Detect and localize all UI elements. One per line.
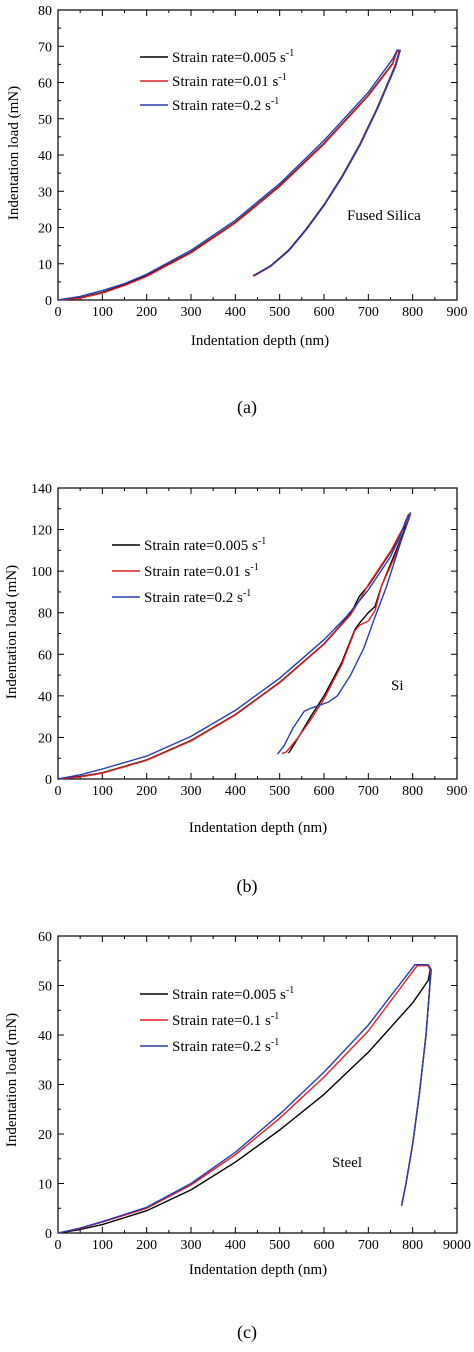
x-tick-label: 800 — [402, 305, 423, 320]
x-tick-label: 400 — [225, 1238, 246, 1253]
x-tick-label: 300 — [181, 305, 202, 320]
x-tick-label: 0 — [55, 784, 62, 799]
chart-annotation: Steel — [332, 1155, 362, 1171]
plot-frame — [57, 935, 458, 1234]
x-tick-label: 600 — [314, 305, 335, 320]
x-tick-label: 0 — [55, 1238, 62, 1253]
series-line-3 — [57, 512, 412, 780]
legend-entry: Strain rate=0.005 s-1 — [172, 48, 294, 66]
x-tick-label: 300 — [181, 1238, 202, 1253]
legend-entry: Strain rate=0.2 s-1 — [144, 588, 251, 606]
y-axis-label: Indentation load (mN) — [4, 565, 20, 699]
panel-label: (b) — [237, 876, 258, 897]
x-axis-label: Indentation depth (nm) — [191, 333, 329, 349]
y-tick-label: 20 — [38, 1128, 52, 1143]
chart-panel-a: Indentation load (mN) Indentation depth … — [6, 4, 468, 418]
chart-panel-c: Indentation load (mN) Indentation depth … — [4, 930, 471, 1343]
x-tick-label: 200 — [136, 1238, 157, 1253]
y-tick-label: 10 — [38, 258, 52, 273]
chart-panel-b: Indentation load (mN) Indentation depth … — [4, 482, 468, 897]
x-tick-label: 900 — [447, 305, 468, 320]
y-tick-label: 140 — [31, 482, 52, 497]
y-tick-label: 30 — [38, 1079, 52, 1094]
y-tick-label: 0 — [45, 1227, 52, 1242]
x-tick-label: 600 — [314, 784, 335, 799]
y-tick-label: 0 — [45, 773, 52, 788]
legend-entry: Strain rate=0.1 s-1 — [172, 1011, 279, 1029]
x-tick-label: 500 — [269, 784, 290, 799]
y-tick-label: 60 — [38, 77, 52, 92]
y-tick-label: 120 — [31, 524, 52, 539]
series-line-3 — [57, 964, 432, 1234]
panel-label: (a) — [237, 397, 257, 418]
x-tick-label: 100 — [92, 784, 113, 799]
y-tick-label: 80 — [38, 607, 52, 622]
y-axis-label: Indentation load (mN) — [4, 1013, 20, 1147]
x-tick-label: 400 — [225, 784, 246, 799]
y-tick-label: 10 — [38, 1178, 52, 1193]
legend-entry: Strain rate=0.01 s-1 — [144, 562, 259, 580]
x-tick-label: 9000 — [443, 1238, 471, 1253]
chart-annotation: Fused Silica — [347, 208, 421, 224]
panel-label: (c) — [237, 1322, 257, 1343]
legend-entry: Strain rate=0.2 s-1 — [172, 1037, 279, 1055]
plot-frame — [57, 487, 458, 780]
x-axis-label: Indentation depth (nm) — [189, 820, 327, 836]
series-line-3 — [57, 49, 401, 301]
legend-entry: Strain rate=0.005 s-1 — [144, 536, 266, 554]
y-tick-label: 40 — [38, 690, 52, 705]
x-tick-label: 100 — [92, 1238, 113, 1253]
x-tick-label: 700 — [358, 1238, 379, 1253]
x-tick-label: 900 — [447, 784, 468, 799]
chart-annotation: Si — [391, 678, 404, 694]
y-tick-label: 40 — [38, 1029, 52, 1044]
legend-entry: Strain rate=0.005 s-1 — [172, 985, 294, 1003]
y-axis-label: Indentation load (mN) — [6, 86, 22, 220]
x-tick-label: 600 — [314, 1238, 335, 1253]
x-tick-label: 300 — [181, 784, 202, 799]
x-tick-label: 200 — [136, 784, 157, 799]
x-tick-label: 0 — [55, 305, 62, 320]
x-tick-label: 800 — [402, 784, 423, 799]
legend-entry: Strain rate=0.01 s-1 — [172, 72, 287, 90]
y-tick-label: 60 — [38, 930, 52, 945]
y-tick-label: 20 — [38, 731, 52, 746]
x-tick-label: 700 — [358, 784, 379, 799]
x-axis-label: Indentation depth (nm) — [189, 1262, 327, 1278]
x-tick-label: 200 — [136, 305, 157, 320]
y-tick-label: 50 — [38, 980, 52, 995]
x-tick-label: 400 — [225, 305, 246, 320]
y-tick-label: 0 — [45, 294, 52, 309]
y-tick-label: 20 — [38, 222, 52, 237]
y-tick-label: 60 — [38, 648, 52, 663]
y-tick-label: 30 — [38, 185, 52, 200]
y-tick-label: 100 — [31, 565, 52, 580]
series-line-1 — [57, 967, 432, 1234]
y-tick-label: 40 — [38, 149, 52, 164]
y-tick-label: 50 — [38, 113, 52, 128]
x-tick-label: 700 — [358, 305, 379, 320]
legend-entry: Strain rate=0.2 s-1 — [172, 96, 279, 114]
x-tick-label: 500 — [269, 1238, 290, 1253]
y-tick-label: 70 — [38, 40, 52, 55]
y-tick-label: 80 — [38, 4, 52, 19]
x-tick-label: 500 — [269, 305, 290, 320]
series-line-2 — [57, 965, 432, 1234]
x-tick-label: 100 — [92, 305, 113, 320]
x-tick-label: 800 — [402, 1238, 423, 1253]
